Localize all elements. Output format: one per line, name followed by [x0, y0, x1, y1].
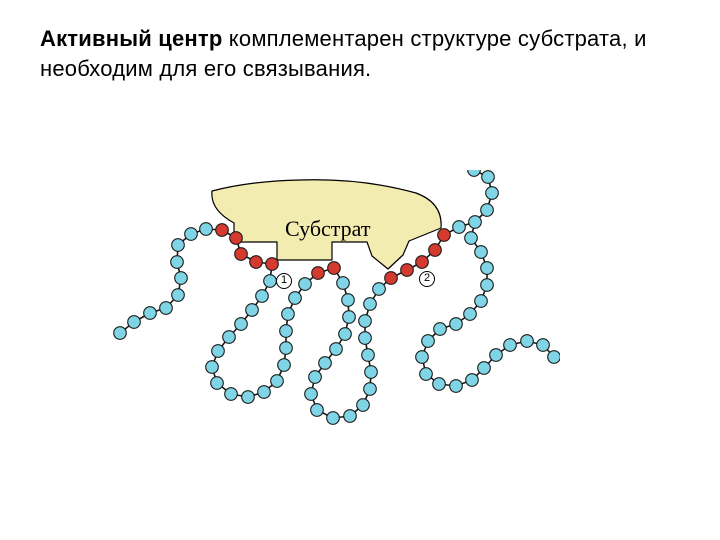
enzyme-svg	[112, 170, 560, 431]
enzyme-diagram: Субстрат 1 2	[112, 170, 560, 431]
heading-bold: Активный центр	[40, 26, 223, 51]
page-heading: Активный центр комплементарен структуре …	[40, 24, 660, 84]
